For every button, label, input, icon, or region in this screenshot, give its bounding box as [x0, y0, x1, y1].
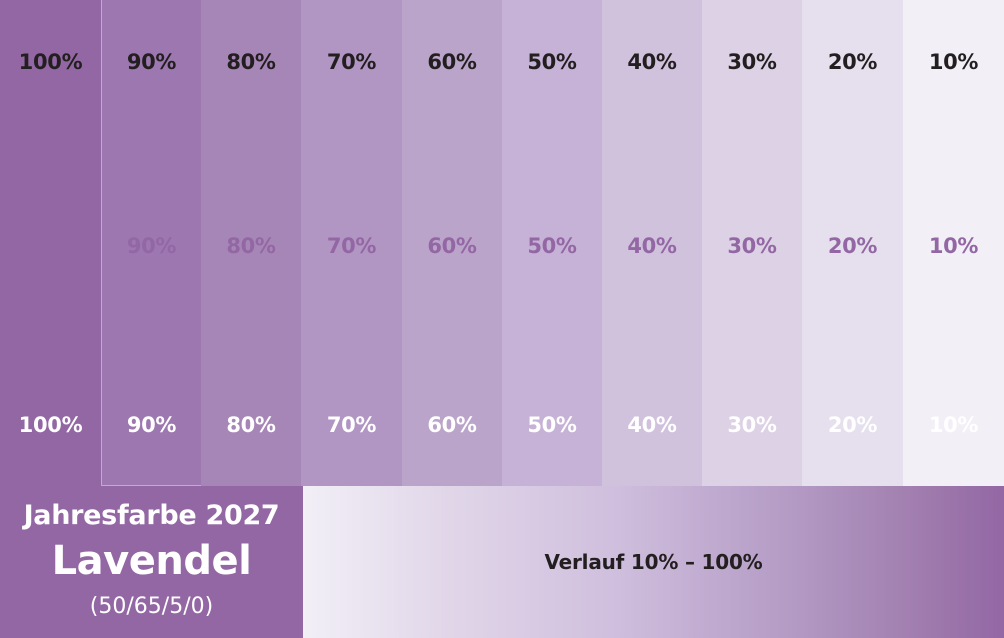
swatch-100: 100% 100% [0, 0, 101, 486]
swatch-bottom-label: 20% [827, 413, 878, 437]
swatch-mid-label: 80% [226, 234, 276, 258]
swatch-bottom-label: 40% [627, 413, 677, 437]
swatch-top-label: 50% [527, 50, 577, 74]
gradient-bar: Verlauf 10% – 100% [303, 486, 1004, 638]
swatch-mid-label: 20% [827, 234, 878, 258]
swatch-mid-label: 30% [727, 234, 777, 258]
swatch-top-label: 10% [928, 50, 979, 74]
swatch-bottom-label: 90% [126, 413, 177, 437]
swatch-bottom-label: 100% [18, 413, 83, 437]
swatch-mid-label: 40% [627, 234, 677, 258]
swatch-bottom-label: 80% [226, 413, 276, 437]
title-color-name: Lavendel [51, 538, 252, 584]
swatch-top-label: 100% [18, 50, 83, 74]
swatch-mid-label: 50% [527, 234, 577, 258]
swatch-mid-label: 10% [928, 234, 979, 258]
swatch-mid-label: 90% [126, 234, 177, 258]
swatch-40: 40% 40% 40% [602, 0, 702, 486]
swatch-80: 80% 80% 80% [201, 0, 301, 486]
swatch-top-label: 80% [226, 50, 276, 74]
swatch-60: 60% 60% 60% [402, 0, 502, 486]
swatch-mid-label: 60% [427, 234, 477, 258]
swatch-bottom-label: 70% [326, 413, 377, 437]
swatch-30: 30% 30% 30% [702, 0, 802, 486]
title-cmyk-values: (50/65/5/0) [89, 594, 214, 619]
tint-swatch-row: 100% 100% 90% 90% 90% 80% 80% 80% 70% 70… [0, 0, 1004, 486]
swatch-bottom-label: 50% [527, 413, 577, 437]
swatch-top-label: 90% [126, 50, 177, 74]
swatch-70: 70% 70% 70% [301, 0, 402, 486]
swatch-bottom-label: 10% [928, 413, 979, 437]
swatch-top-label: 40% [627, 50, 677, 74]
swatch-10: 10% 10% 10% [903, 0, 1004, 486]
title-year: Jahresfarbe 2027 [23, 500, 280, 531]
swatch-20: 20% 20% 20% [802, 0, 903, 486]
swatch-bottom-label: 60% [427, 413, 477, 437]
swatch-top-label: 30% [727, 50, 777, 74]
swatch-mid-label: 70% [326, 234, 377, 258]
swatch-90: 90% 90% 90% [101, 0, 201, 486]
swatch-top-label: 60% [427, 50, 477, 74]
swatch-bottom-label: 30% [727, 413, 777, 437]
gradient-label: Verlauf 10% – 100% [544, 550, 763, 574]
swatch-top-label: 20% [827, 50, 878, 74]
title-panel: Jahresfarbe 2027 Lavendel (50/65/5/0) [0, 486, 303, 638]
swatch-50: 50% 50% 50% [502, 0, 602, 486]
swatch-top-label: 70% [326, 50, 377, 74]
